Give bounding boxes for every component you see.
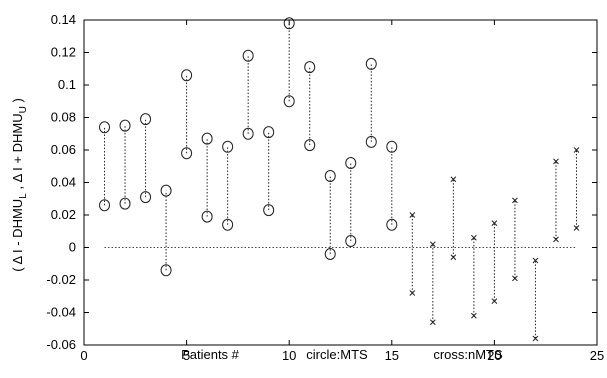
cross-marker	[450, 254, 457, 261]
y-tick-label: 0.1	[58, 77, 76, 92]
circle-marker	[160, 184, 172, 197]
cross-marker	[512, 275, 518, 282]
circle-marker	[140, 113, 152, 126]
y-axis-label: ( Δ I - DHMUL , Δ I + DHMUU )	[10, 98, 29, 272]
circle-marker	[242, 49, 254, 62]
tick-layer: 0 5 10 15 20 25 -0.06 -0.04 -0.02 0 0.02 0.04 0.06 0.…	[46, 12, 604, 363]
circle-marker	[201, 132, 213, 145]
y-tick-label: 0.12	[51, 45, 76, 60]
cross-marker	[471, 312, 477, 319]
circle-marker	[365, 57, 377, 70]
cross-marker	[471, 234, 477, 241]
y-tick-label: 0	[69, 240, 76, 255]
y-tick-label: -0.04	[46, 305, 76, 320]
circle-marker	[181, 69, 193, 82]
y-tick-label: 0.14	[51, 12, 76, 27]
circle-marker	[263, 126, 275, 139]
circle-marker	[160, 264, 172, 277]
circle-marker	[345, 235, 357, 247]
circle-marker	[304, 61, 316, 74]
cross-marker	[491, 220, 498, 226]
y-tick-label: -0.06	[46, 337, 76, 352]
cross-marker	[532, 335, 539, 342]
x-tick-label: 10	[282, 348, 296, 363]
circle-marker	[324, 170, 336, 182]
circle-marker	[365, 135, 377, 148]
circle-marker	[263, 204, 275, 217]
circle-marker	[345, 157, 357, 169]
cross-marker	[409, 212, 416, 218]
circle-marker	[283, 17, 295, 30]
x-tick-label: 20	[487, 348, 501, 363]
circle-marker	[181, 147, 193, 160]
x-tick-label: 5	[183, 348, 190, 363]
circle-marker	[304, 139, 316, 152]
y-tick-label: 0.04	[51, 175, 76, 190]
cross-marker	[429, 319, 436, 326]
circle-marker	[324, 248, 336, 260]
x-axis-label-circle-mts: circle:MTS	[306, 347, 368, 362]
y-tick-label: 0.02	[51, 207, 76, 222]
circle-marker	[119, 119, 131, 132]
x-axis-label-cross-nmts: cross:nMTS	[433, 347, 503, 362]
cross-marker	[532, 257, 539, 264]
cross-marker	[429, 241, 436, 248]
circle-marker	[99, 199, 111, 212]
x-tick-label: 0	[80, 348, 87, 363]
series-layer	[99, 17, 580, 342]
circle-marker	[119, 197, 131, 210]
cross-marker	[573, 225, 580, 231]
y-tick-label: -0.02	[46, 272, 76, 287]
x-tick-label: 25	[590, 348, 604, 363]
circle-marker	[99, 121, 111, 134]
circle-marker	[242, 127, 254, 140]
cross-marker	[512, 197, 518, 204]
x-tick-label: 15	[385, 348, 399, 363]
circle-marker	[222, 218, 234, 231]
y-tick-label: 0.08	[51, 110, 76, 125]
x-axis-label-patients: Patients #	[181, 347, 240, 362]
cross-marker	[409, 290, 416, 296]
cross-marker	[553, 236, 559, 243]
cross-marker	[491, 298, 498, 304]
circle-marker	[386, 218, 398, 231]
circle-marker	[222, 140, 234, 153]
cross-marker	[450, 176, 457, 183]
circle-marker	[140, 191, 152, 204]
circle-marker	[386, 140, 398, 153]
circle-marker	[201, 210, 213, 223]
cross-marker	[553, 158, 559, 165]
circle-marker	[283, 95, 295, 108]
cross-marker	[573, 147, 580, 153]
y-tick-label: 0.06	[51, 142, 76, 157]
